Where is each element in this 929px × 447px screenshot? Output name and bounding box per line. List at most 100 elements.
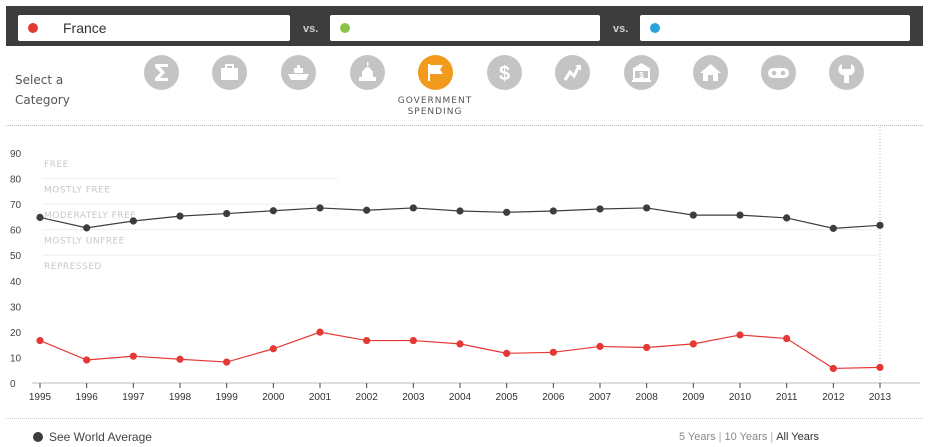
range-5-years[interactable]: 5 Years [678,431,716,443]
x-tick-label: 2007 [589,392,612,403]
x-tick-label: 2003 [402,392,425,403]
dollar-icon[interactable]: $ [487,55,522,90]
data-point [36,213,44,221]
band-label: REPRESSED [44,262,102,272]
country-selector-1[interactable]: France [18,15,290,41]
data-point [503,208,511,216]
category-prompt: Select a Category [15,73,70,107]
data-point [736,211,744,219]
data-point [129,217,137,225]
range-all-years[interactable]: All Years [776,431,819,443]
x-tick-label: 2008 [636,392,659,403]
sigma-icon[interactable] [144,55,179,90]
x-tick-label: 2009 [682,392,705,403]
active-category-line-1: GOVERNMENT [397,96,473,106]
world-average-toggle[interactable]: See World Average [33,430,152,444]
svg-text:$: $ [639,71,644,80]
x-tick-label: 1995 [29,392,52,403]
data-point [876,363,884,372]
x-tick-label: 2001 [309,392,332,403]
bank-icon[interactable]: $ [624,55,659,90]
briefcase-icon[interactable] [212,55,247,90]
data-point [503,349,511,357]
y-tick-label: 40 [10,277,22,288]
data-point [689,211,697,219]
x-tick-label: 2012 [822,392,845,403]
y-tick-label: 70 [10,200,22,211]
country-1-color-dot [28,23,38,33]
x-tick-label: 2011 [776,392,798,403]
data-point [829,224,837,232]
data-point [83,356,91,364]
data-point [596,205,604,213]
data-point [456,207,464,215]
data-point [876,221,884,229]
data-point [689,340,697,348]
y-tick-label: 30 [10,302,22,313]
y-tick-label: 60 [10,226,22,237]
world-average-label: See World Average [49,430,152,444]
chart-top-divider [6,125,923,126]
data-point [549,348,557,356]
trend-arrow-icon[interactable] [555,55,590,90]
data-point [783,214,791,222]
x-tick-label: 2002 [356,392,379,403]
range-10-years[interactable]: 10 Years [724,431,768,443]
data-point [736,331,744,339]
flag-icon[interactable] [418,55,453,90]
band-label: FREE [44,160,69,170]
y-tick-label: 80 [10,175,22,186]
x-tick-label: 1999 [216,392,239,403]
data-point [316,328,324,336]
capitol-icon[interactable] [350,55,385,90]
data-point [269,345,277,353]
data-point [363,336,371,345]
x-tick-label: 2000 [262,392,285,403]
active-category-label: GOVERNMENT SPENDING [385,96,485,118]
data-point [223,358,231,366]
data-point [643,204,651,212]
y-tick-label: 50 [10,251,22,262]
x-tick-label: 2005 [496,392,519,403]
ship-icon[interactable] [281,55,316,90]
data-point [456,340,464,348]
mask-icon[interactable] [761,55,796,90]
y-tick-label: 90 [10,149,22,160]
country-3-color-dot [650,23,660,33]
vs-label-2: vs. [613,23,629,35]
year-range-selector: 5 Years | 10 Years | All Years [678,431,819,443]
country-selector-2[interactable] [330,15,600,41]
x-tick-label: 2004 [449,392,472,403]
data-point [316,204,324,212]
data-point [829,364,837,373]
y-tick-label: 0 [10,379,16,390]
data-point [129,352,137,360]
y-tick-label: 10 [10,353,22,364]
x-tick-label: 1998 [169,392,192,403]
data-point [643,343,651,352]
house-icon[interactable] [693,55,728,90]
data-point [83,224,91,232]
data-point [176,355,184,363]
data-point [783,334,791,343]
x-tick-label: 2006 [542,392,565,403]
data-point [596,342,604,351]
svg-text:$: $ [499,63,510,85]
band-label: MOSTLY UNFREE [44,236,125,246]
data-point [409,204,417,212]
country-2-color-dot [340,23,350,33]
vs-label-1: vs. [303,23,319,35]
data-point [363,206,371,214]
country-selector-bar: France vs. vs. [6,6,923,46]
data-point [269,207,277,215]
data-point [223,209,231,218]
band-label: MOSTLY FREE [44,185,111,195]
series-line-france [39,331,881,370]
data-point [176,212,184,220]
x-tick-label: 1997 [122,392,145,403]
data-point [409,336,417,345]
wrench-icon[interactable] [829,55,864,90]
y-tick-label: 20 [10,328,22,339]
world-average-dot [33,432,43,442]
country-selector-3[interactable] [640,15,910,41]
